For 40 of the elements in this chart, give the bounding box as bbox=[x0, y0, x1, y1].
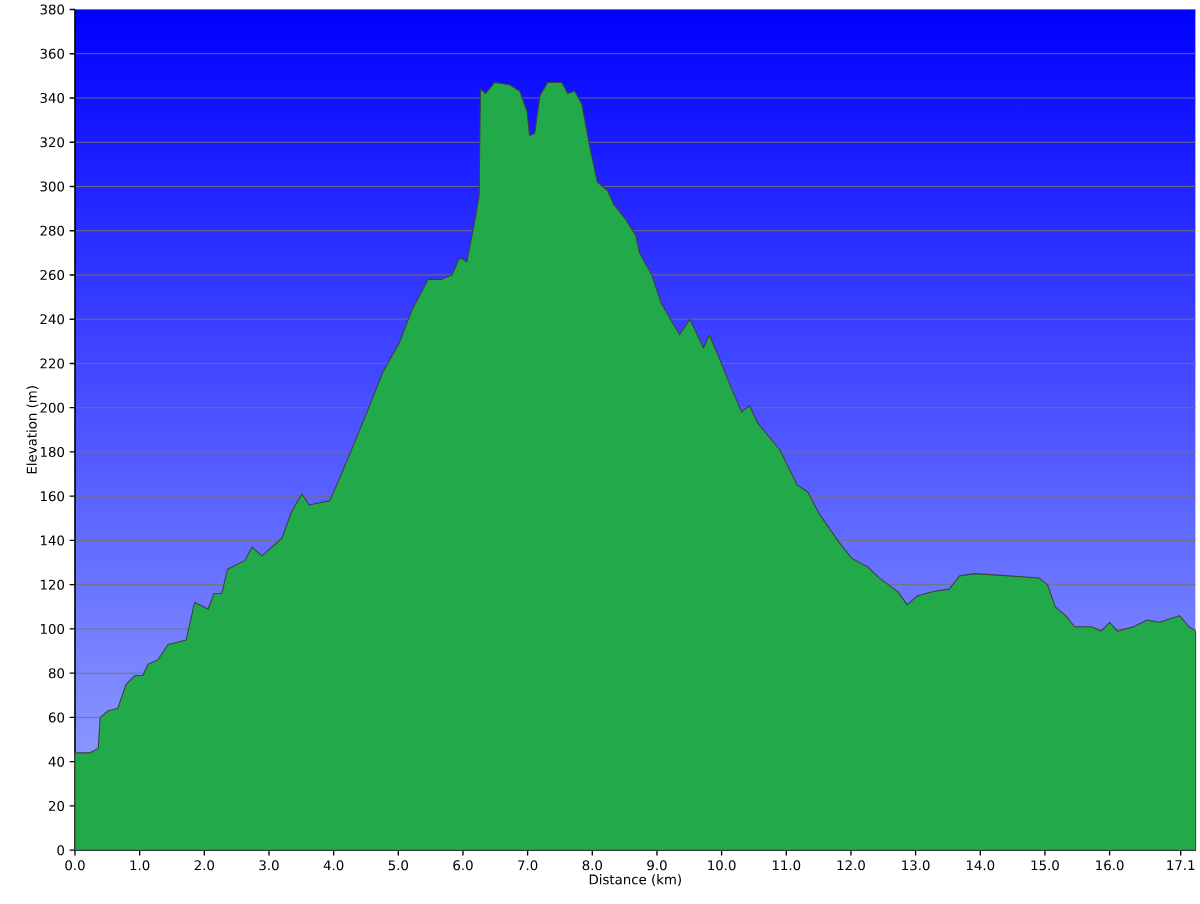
y-tick-label: 60 bbox=[48, 712, 65, 723]
x-tick-label: 8.0 bbox=[582, 860, 603, 871]
x-tick-label: 11.0 bbox=[772, 860, 801, 871]
y-tick-label: 80 bbox=[48, 668, 65, 679]
x-tick-label: 2.0 bbox=[194, 860, 215, 871]
y-tick-label: 260 bbox=[40, 269, 65, 280]
y-tick-label: 200 bbox=[40, 402, 65, 413]
y-tick-label: 220 bbox=[40, 358, 65, 369]
y-tick-label: 40 bbox=[48, 756, 65, 767]
x-tick-label: 12.0 bbox=[837, 860, 865, 871]
x-tick-label: 0.0 bbox=[65, 860, 85, 871]
x-tick-label: 5.0 bbox=[388, 860, 409, 871]
x-tick-label: 6.0 bbox=[453, 860, 473, 871]
y-tick-label: 160 bbox=[40, 491, 65, 502]
y-tick-label: 100 bbox=[40, 623, 65, 634]
x-tick-label: 16.0 bbox=[1096, 860, 1124, 871]
x-tick-label: 14.0 bbox=[966, 860, 995, 871]
x-tick-label: 4.0 bbox=[323, 860, 344, 871]
x-tick-label: 1.0 bbox=[130, 860, 150, 871]
y-tick-label: 120 bbox=[40, 579, 65, 590]
y-tick-label: 320 bbox=[40, 137, 65, 148]
y-tick-label: 360 bbox=[40, 48, 65, 59]
y-tick-label: 20 bbox=[48, 800, 65, 811]
y-tick-label: 0 bbox=[57, 845, 65, 856]
y-tick-label: 340 bbox=[40, 92, 65, 103]
x-tick-label: 13.0 bbox=[902, 860, 930, 871]
y-tick-label: 380 bbox=[40, 4, 65, 15]
x-tick-label: 10.0 bbox=[708, 860, 736, 871]
y-tick-label: 300 bbox=[40, 181, 65, 192]
y-axis-title: Elevation (m) bbox=[26, 386, 39, 474]
x-tick-label: 17.1 bbox=[1167, 860, 1195, 870]
x-axis-title: Distance (km) bbox=[589, 874, 681, 886]
x-tick-label: 3.0 bbox=[259, 860, 279, 871]
x-tick-label: 9.0 bbox=[647, 860, 667, 871]
y-tick-label: 240 bbox=[40, 314, 65, 325]
x-tick-label: 7.0 bbox=[518, 860, 538, 871]
x-tick-label: 15.0 bbox=[1031, 860, 1059, 871]
y-tick-label: 280 bbox=[40, 225, 65, 236]
y-tick-label: 180 bbox=[40, 446, 65, 457]
y-tick-label: 140 bbox=[40, 535, 65, 546]
